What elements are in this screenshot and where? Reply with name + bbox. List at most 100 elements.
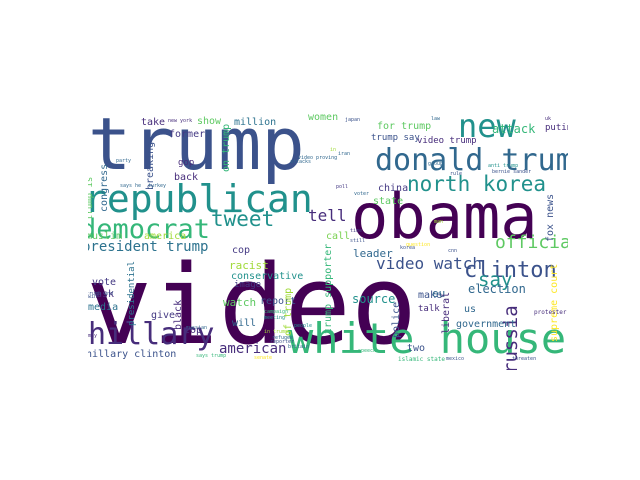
word: trump is bbox=[88, 176, 95, 220]
word: president trump bbox=[88, 239, 209, 255]
word: police bbox=[391, 301, 402, 338]
word: meeting bbox=[264, 315, 286, 321]
word: for trump bbox=[377, 121, 432, 132]
word: putin bbox=[545, 123, 568, 133]
word: american bbox=[219, 341, 287, 357]
word: million bbox=[234, 117, 277, 128]
word: media bbox=[88, 302, 119, 313]
word: congress bbox=[99, 163, 110, 212]
word: bernie sander bbox=[492, 169, 532, 175]
word: iran bbox=[338, 151, 351, 157]
word: attacks bbox=[290, 159, 312, 165]
word: conservative bbox=[231, 271, 304, 282]
word: britain bbox=[288, 344, 310, 350]
word: government bbox=[456, 319, 517, 330]
word: says trump bbox=[196, 353, 227, 359]
word: presidential bbox=[127, 260, 137, 326]
word: new bbox=[458, 112, 516, 145]
word: cop bbox=[232, 245, 251, 256]
word: report bbox=[260, 296, 297, 307]
word: china bbox=[378, 183, 409, 194]
word: cnn bbox=[448, 248, 458, 254]
word: show bbox=[197, 116, 222, 127]
word: will bbox=[232, 318, 257, 329]
word: election bbox=[468, 282, 526, 296]
word: turkey bbox=[148, 183, 167, 189]
word: tell bbox=[308, 206, 347, 225]
word: donald trump bbox=[375, 143, 568, 178]
word: black bbox=[173, 299, 184, 330]
word: on trump bbox=[221, 123, 232, 172]
word: democrat bbox=[88, 214, 211, 245]
word: obama bbox=[351, 180, 538, 253]
word: video trump bbox=[417, 136, 477, 146]
word: watch bbox=[223, 296, 257, 309]
word: campaign bbox=[264, 309, 289, 315]
word: source bbox=[352, 292, 396, 306]
word: russian bbox=[186, 325, 208, 331]
word: attack bbox=[492, 122, 536, 136]
word: call bbox=[326, 231, 351, 242]
word: leader bbox=[353, 247, 393, 260]
word: protester bbox=[534, 309, 567, 316]
word: says he bbox=[120, 183, 142, 189]
word: back bbox=[174, 172, 199, 183]
word: former bbox=[169, 129, 206, 140]
word: women bbox=[308, 112, 339, 123]
word: republican bbox=[88, 177, 313, 221]
word: win bbox=[88, 294, 98, 300]
word: white house bbox=[288, 314, 567, 363]
word: speech bbox=[358, 348, 377, 354]
word: two bbox=[407, 343, 426, 354]
word: refugee bbox=[272, 335, 294, 341]
word: take bbox=[141, 117, 166, 128]
word: uk bbox=[545, 116, 552, 122]
word: rule bbox=[450, 171, 463, 177]
word: racist bbox=[229, 259, 269, 272]
word: hillary bbox=[88, 317, 215, 352]
word: hillary clinton bbox=[88, 349, 177, 360]
word: party bbox=[116, 158, 132, 164]
word: muslim bbox=[88, 231, 123, 242]
word: top bbox=[184, 325, 203, 336]
word: japan bbox=[345, 117, 361, 123]
word: threaten bbox=[512, 356, 537, 362]
word: mexico bbox=[446, 356, 465, 362]
word: give bbox=[151, 310, 176, 321]
word: video proving bbox=[298, 155, 338, 161]
word: video bbox=[88, 241, 418, 369]
word: america bbox=[144, 231, 187, 242]
word: clinton bbox=[464, 258, 557, 283]
word: trump say bbox=[371, 133, 420, 143]
word: in trump bbox=[264, 329, 289, 335]
word: liberal bbox=[441, 291, 452, 334]
word: us bbox=[464, 304, 477, 315]
word: talk bbox=[418, 304, 440, 314]
word: supreme court bbox=[549, 263, 560, 342]
word: state bbox=[373, 196, 404, 207]
word: say bbox=[478, 269, 513, 291]
word: official bbox=[495, 232, 568, 253]
word: senate bbox=[254, 355, 273, 361]
word: poll bbox=[336, 184, 349, 190]
word: vote bbox=[92, 277, 117, 288]
word: islamic state bbox=[398, 356, 445, 363]
word: law bbox=[431, 116, 441, 122]
word: video watch bbox=[376, 254, 482, 273]
word: group bbox=[428, 161, 444, 167]
word: north korea bbox=[407, 172, 547, 196]
word: voter bbox=[354, 191, 370, 197]
word-cloud: video trump obama white house republican… bbox=[88, 112, 568, 370]
word: people bbox=[294, 323, 313, 329]
word: new york bbox=[168, 118, 193, 124]
word: anti trump bbox=[488, 163, 519, 169]
word: gop bbox=[178, 158, 195, 168]
word: time bbox=[350, 228, 363, 234]
word: in bbox=[330, 147, 337, 153]
word: eu bbox=[432, 287, 446, 300]
word: still bbox=[350, 238, 366, 244]
word: make bbox=[418, 290, 443, 301]
word: man bbox=[434, 219, 444, 225]
word: tweet bbox=[211, 207, 275, 231]
word: trump and bbox=[88, 291, 114, 297]
